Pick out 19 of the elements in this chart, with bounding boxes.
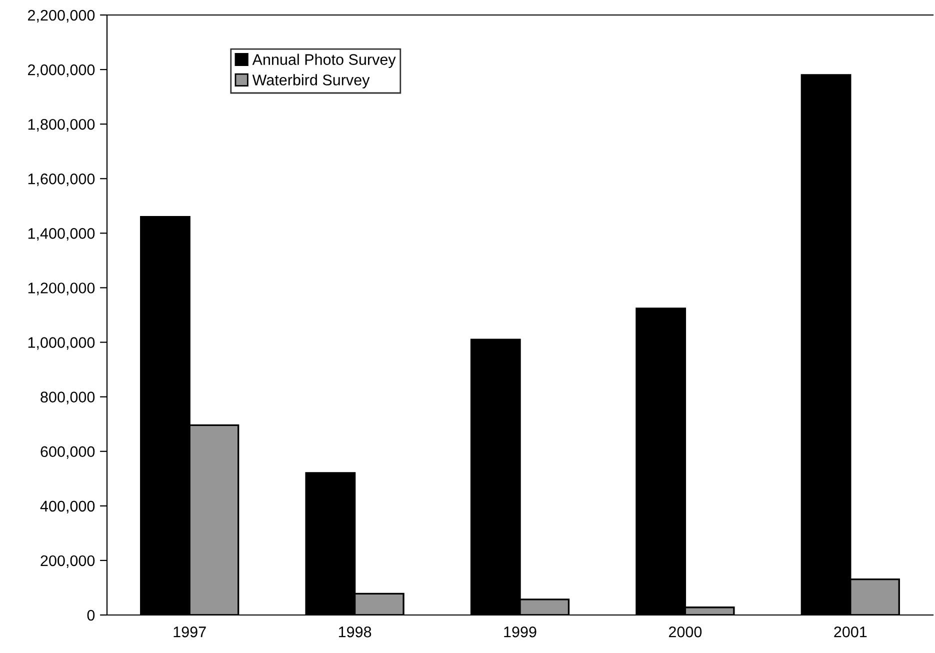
y-tick-label: 2,000,000 bbox=[28, 64, 95, 78]
x-tick-label: 1997 bbox=[174, 626, 206, 638]
x-tick-label: 1999 bbox=[504, 626, 536, 638]
y-tick-label: 600,000 bbox=[40, 446, 95, 459]
y-tick-label: 1,600,000 bbox=[28, 174, 95, 186]
y-tick-label: 2,200,000 bbox=[28, 10, 95, 22]
y-tick-label: 1,400,000 bbox=[28, 228, 95, 241]
y-tick-label: 1,200,000 bbox=[28, 282, 95, 296]
y-tick-label: 400,000 bbox=[40, 500, 95, 514]
x-tick-label: 1998 bbox=[338, 626, 372, 638]
y-tick-label: 1,000,000 bbox=[28, 337, 95, 350]
x-tick-label: 2001 bbox=[834, 626, 867, 638]
y-tick-label: 800,000 bbox=[40, 392, 95, 404]
legend-label: Annual Photo Survey bbox=[252, 54, 396, 68]
legend-label: Waterbird Survey bbox=[252, 74, 370, 88]
x-tick-label: 2000 bbox=[668, 626, 702, 638]
y-tick-label: 0 bbox=[87, 610, 95, 621]
y-tick-label: 200,000 bbox=[40, 555, 95, 568]
y-tick-label: 1,800,000 bbox=[28, 118, 95, 132]
